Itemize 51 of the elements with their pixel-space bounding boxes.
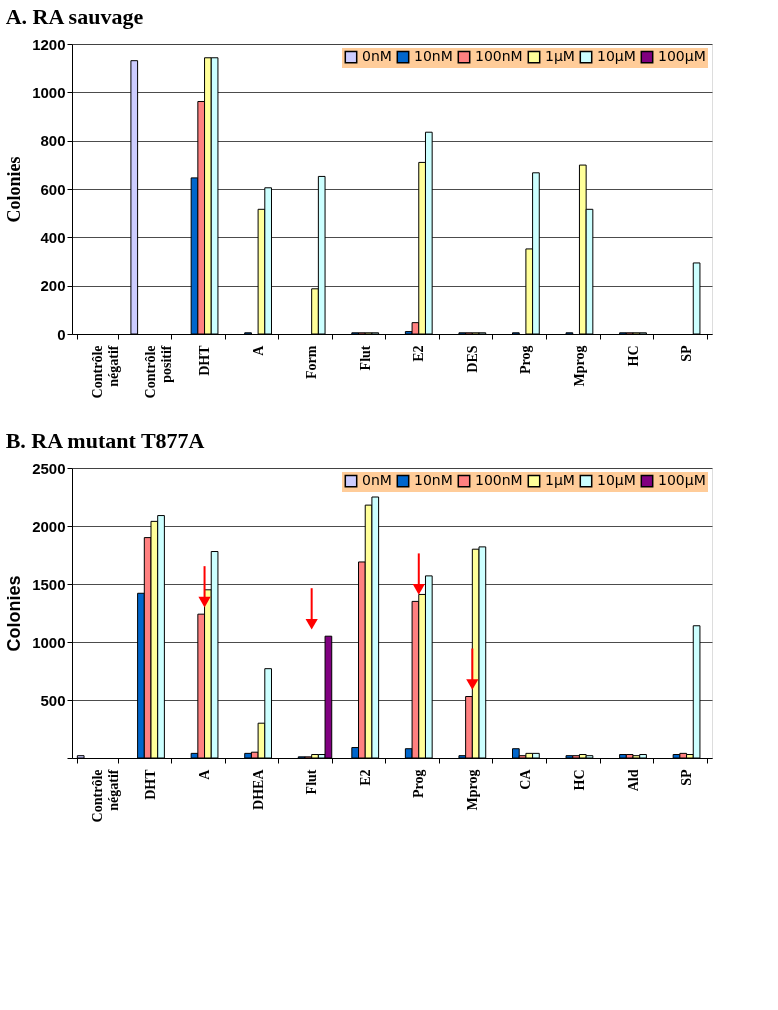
legend-label: 10µM: [597, 472, 636, 489]
chart-title: A. RA sauvage: [5, 4, 144, 29]
y-tick-label: 500: [40, 691, 66, 709]
x-tick-label: A: [197, 768, 213, 780]
y-tick-label: 2000: [32, 517, 66, 535]
y-tick-label: 200: [40, 277, 66, 295]
legend-label: 100µM: [658, 472, 706, 489]
legend-label: 100nM: [475, 48, 523, 65]
x-tick-label: HC: [625, 345, 641, 367]
y-tick-label: 1000: [32, 83, 66, 101]
y-tick-label: 0: [57, 325, 66, 343]
y-tick-label: 400: [40, 228, 66, 246]
legend-label: 100µM: [658, 48, 706, 65]
x-tick-label: Ald: [625, 769, 641, 792]
legend-label: 0nM: [362, 472, 392, 489]
y-tick-label: 1500: [32, 575, 66, 593]
x-tick-label: E2: [357, 769, 373, 786]
x-tick-label: E2: [411, 345, 427, 362]
legend-label: 100nM: [475, 472, 523, 489]
y-tick-label: 800: [40, 132, 66, 150]
x-tick-label: Contrôle négatif: [89, 345, 121, 399]
x-tick-label: DHT: [143, 768, 159, 800]
y-tick-label: 2500: [32, 459, 66, 477]
x-tick-label: Contrôle négatif: [89, 769, 121, 823]
x-tick-label: Mprog: [571, 345, 587, 387]
x-tick-label: DES: [464, 345, 480, 373]
x-tick-label: SP: [679, 769, 695, 786]
legend-label: 10nM: [414, 472, 453, 489]
x-tick-label: Prog: [411, 769, 427, 799]
y-tick-label: 1200: [32, 35, 66, 53]
x-tick-label: Mprog: [464, 769, 480, 811]
x-tick-label: Flut: [304, 769, 320, 795]
x-tick-label: DHT: [197, 344, 213, 376]
y-tick-label: 600: [40, 180, 66, 198]
y-tick-label: 1000: [32, 633, 66, 651]
x-tick-label: Prog: [518, 345, 534, 375]
x-tick-label: Flut: [357, 345, 373, 371]
chart-title: B. RA mutant T877A: [5, 428, 205, 453]
x-tick-label: Form: [304, 345, 320, 379]
legend-label: 1µM: [545, 472, 575, 489]
x-tick-label: DHEA: [250, 768, 266, 810]
legend-label: 1µM: [545, 48, 575, 65]
x-tick-label: SP: [679, 345, 695, 362]
x-tick-label: CA: [518, 768, 534, 790]
legend-label: 10nM: [414, 48, 453, 65]
legend-label: 10µM: [597, 48, 636, 65]
y-axis-title: Colonies: [4, 575, 25, 652]
legend-label: 0nM: [362, 48, 392, 65]
x-tick-label: A: [250, 344, 266, 356]
y-axis-title: Colonies: [4, 156, 25, 223]
x-tick-label: HC: [571, 769, 587, 791]
